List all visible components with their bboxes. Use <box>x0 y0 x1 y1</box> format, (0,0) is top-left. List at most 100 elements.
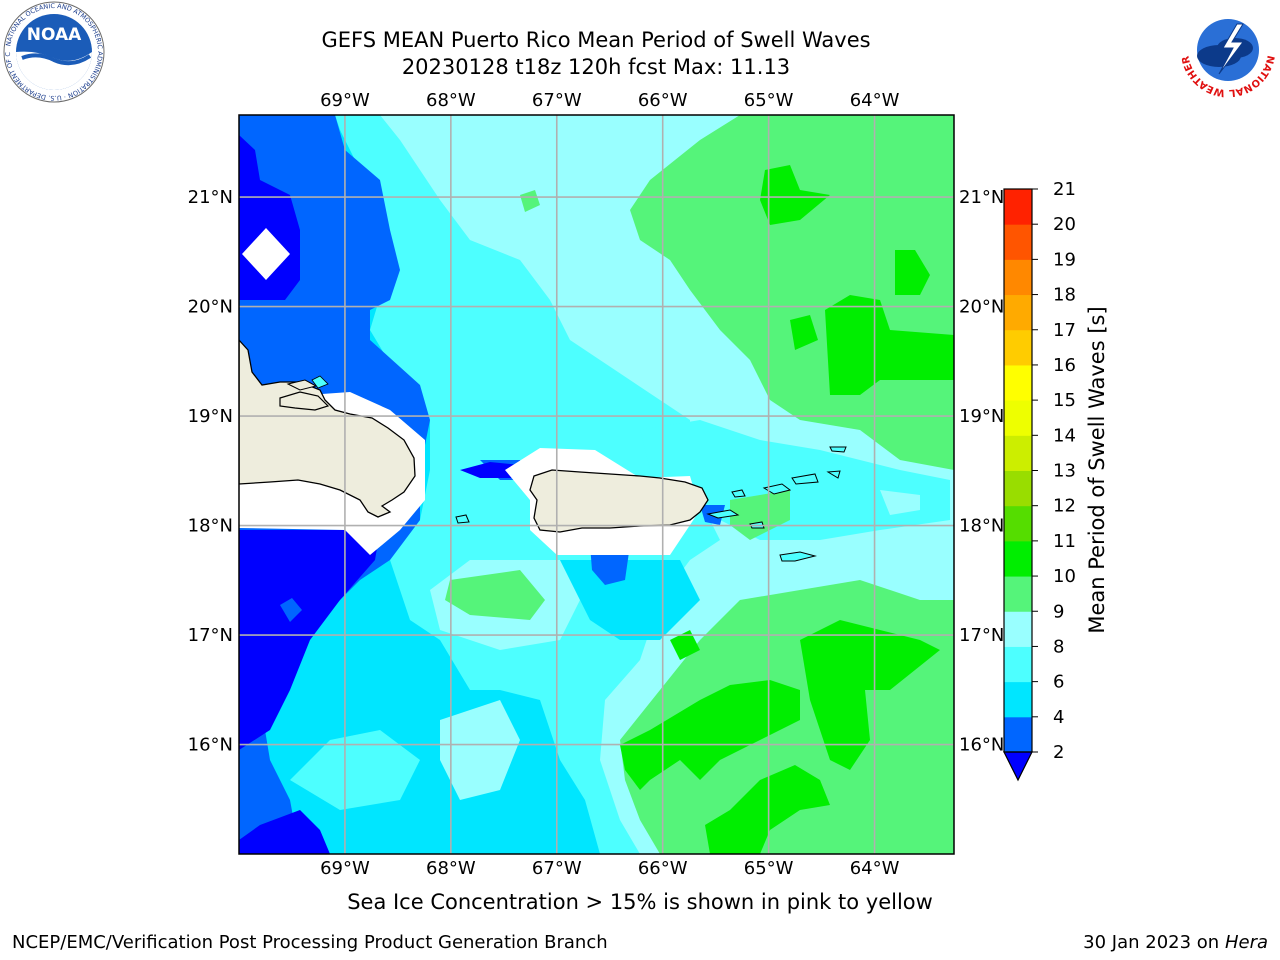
colorbar-tick: 4 <box>1053 707 1064 728</box>
virgin-island <box>762 483 792 495</box>
footer-credit: NCEP/EMC/Verification Post Processing Pr… <box>12 932 608 953</box>
noaa-logo-text: NOAA <box>27 25 82 45</box>
footer-host: Hera <box>1224 932 1268 953</box>
sea-ice-caption: Sea Ice Concentration > 15% is shown in … <box>347 890 933 914</box>
island <box>829 446 847 453</box>
hispaniola-peninsula <box>279 391 330 411</box>
lat-label-right: 20°N <box>959 297 1004 318</box>
colorbar-tick: 10 <box>1053 566 1076 587</box>
lon-label-top: 69°W <box>320 90 370 111</box>
colorbar-under-triangle <box>1003 751 1033 782</box>
colorbar-bin <box>1004 576 1032 612</box>
masked-region <box>242 228 290 280</box>
colorbar-bin <box>1004 400 1032 436</box>
contour-band-10-11 <box>800 620 940 770</box>
lat-label-left: 21°N <box>188 187 233 208</box>
lat-label-left: 19°N <box>188 406 233 427</box>
colorbar-bin <box>1004 681 1032 718</box>
contour-band-8-9 <box>440 700 520 800</box>
colorbar-tick: 8 <box>1053 636 1064 657</box>
contour-band-9-10 <box>520 190 540 212</box>
contour-band-4-6 <box>560 560 700 640</box>
colorbar-bin <box>1004 259 1032 296</box>
virgin-island <box>791 473 819 485</box>
colorbar-bin <box>1004 189 1032 225</box>
footer-date: 30 Jan 2023 on Hera <box>1083 932 1268 953</box>
lon-label-top: 65°W <box>744 90 794 111</box>
colorbar-bin <box>1004 470 1032 507</box>
colorbar-tick: 6 <box>1053 672 1064 693</box>
colorbar-tick: 18 <box>1053 285 1076 306</box>
contour-band-under-2 <box>460 462 520 478</box>
chart-title: GEFS MEAN Puerto Rico Mean Period of Swe… <box>321 28 871 52</box>
colorbar-bin <box>1004 224 1032 260</box>
colorbar-bin <box>1004 364 1032 401</box>
hispaniola-landmass <box>239 339 416 518</box>
lat-label-right: 19°N <box>959 406 1004 427</box>
colorbar-tick: 19 <box>1053 249 1076 270</box>
contour-band-2-4 <box>280 598 302 622</box>
colorbar-bin <box>1004 329 1032 366</box>
lon-label-bottom: 64°W <box>850 858 900 879</box>
contour-band-under-2 <box>239 810 330 854</box>
contour-band-10-11 <box>760 165 830 225</box>
lon-label-bottom: 68°W <box>426 858 476 879</box>
colorbar-bin <box>1004 646 1032 683</box>
colorbar-bin <box>1004 540 1032 577</box>
lon-label-bottom: 67°W <box>532 858 582 879</box>
lat-label-right: 21°N <box>959 187 1004 208</box>
contour-band-9-10 <box>730 490 790 540</box>
colorbar-tick: 12 <box>1053 496 1076 517</box>
noaa-logo: NATIONAL OCEANIC AND ATMOSPHERIC ADMINIS… <box>2 0 105 103</box>
contour-band-10-11 <box>705 765 830 854</box>
lon-label-bottom: 65°W <box>744 858 794 879</box>
colorbar-bin <box>1004 294 1032 331</box>
colorbar-label-text: Mean Period of Swell Waves [s] <box>1085 306 1109 634</box>
colorbar-tick: 15 <box>1053 390 1076 411</box>
lat-label-left: 20°N <box>188 297 233 318</box>
colorbar-tick: 16 <box>1053 355 1076 376</box>
nws-logo: NATIONAL WEATHER SERVICE <box>1177 0 1277 99</box>
swell-period-field <box>239 115 954 854</box>
vieques-island <box>706 509 740 519</box>
lat-label-right: 18°N <box>959 516 1004 537</box>
map-frame <box>238 114 955 855</box>
colorbar-tick: 14 <box>1053 425 1076 446</box>
contour-band-10-11 <box>670 630 700 660</box>
map-gridlines <box>239 115 954 854</box>
colorbar-tick: 11 <box>1053 531 1076 552</box>
colorbar-tick-labels: 2 4 6 8 9 10 11 12 13 14 15 16 17 18 19 … <box>1053 179 1076 763</box>
colorbar <box>1003 188 1038 782</box>
anegada-island <box>826 470 841 479</box>
colorbar-bin <box>1004 716 1032 753</box>
contour-band-8-9 <box>880 490 920 515</box>
colorbar-bin <box>1004 611 1032 647</box>
colorbar-tick: 9 <box>1053 601 1064 622</box>
contour-band-9-10 <box>445 570 545 620</box>
footer-date-text: 30 Jan 2023 on <box>1083 932 1225 953</box>
contour-band-10-11 <box>620 680 800 790</box>
lon-label-bottom: 69°W <box>320 858 370 879</box>
contour-band-10-11 <box>895 250 930 295</box>
colorbar-tick: 2 <box>1053 742 1064 763</box>
lon-label-bottom: 66°W <box>638 858 688 879</box>
island <box>311 375 329 389</box>
colorbar-tick: 17 <box>1053 320 1076 341</box>
st-croix-island <box>779 551 817 562</box>
contour-band-10-11 <box>790 315 818 350</box>
contour-band-6-8 <box>290 730 420 810</box>
culebra-island <box>731 489 746 498</box>
axis-tick-labels: 69°W 68°W 67°W 66°W 65°W 64°W 69°W 68°W … <box>188 90 1005 879</box>
lon-label-top: 68°W <box>426 90 476 111</box>
colorbar-bin <box>1004 505 1032 542</box>
lat-label-left: 17°N <box>188 625 233 646</box>
mona-island <box>455 514 470 524</box>
lon-label-top: 67°W <box>532 90 582 111</box>
lat-label-left: 16°N <box>188 735 233 756</box>
lat-label-left: 18°N <box>188 516 233 537</box>
colorbar-tick: 20 <box>1053 214 1076 235</box>
lon-label-top: 66°W <box>638 90 688 111</box>
colorbar-tick: 21 <box>1053 179 1076 200</box>
chart-subtitle: 20230128 t18z 120h fcst Max: 11.13 <box>401 55 791 79</box>
